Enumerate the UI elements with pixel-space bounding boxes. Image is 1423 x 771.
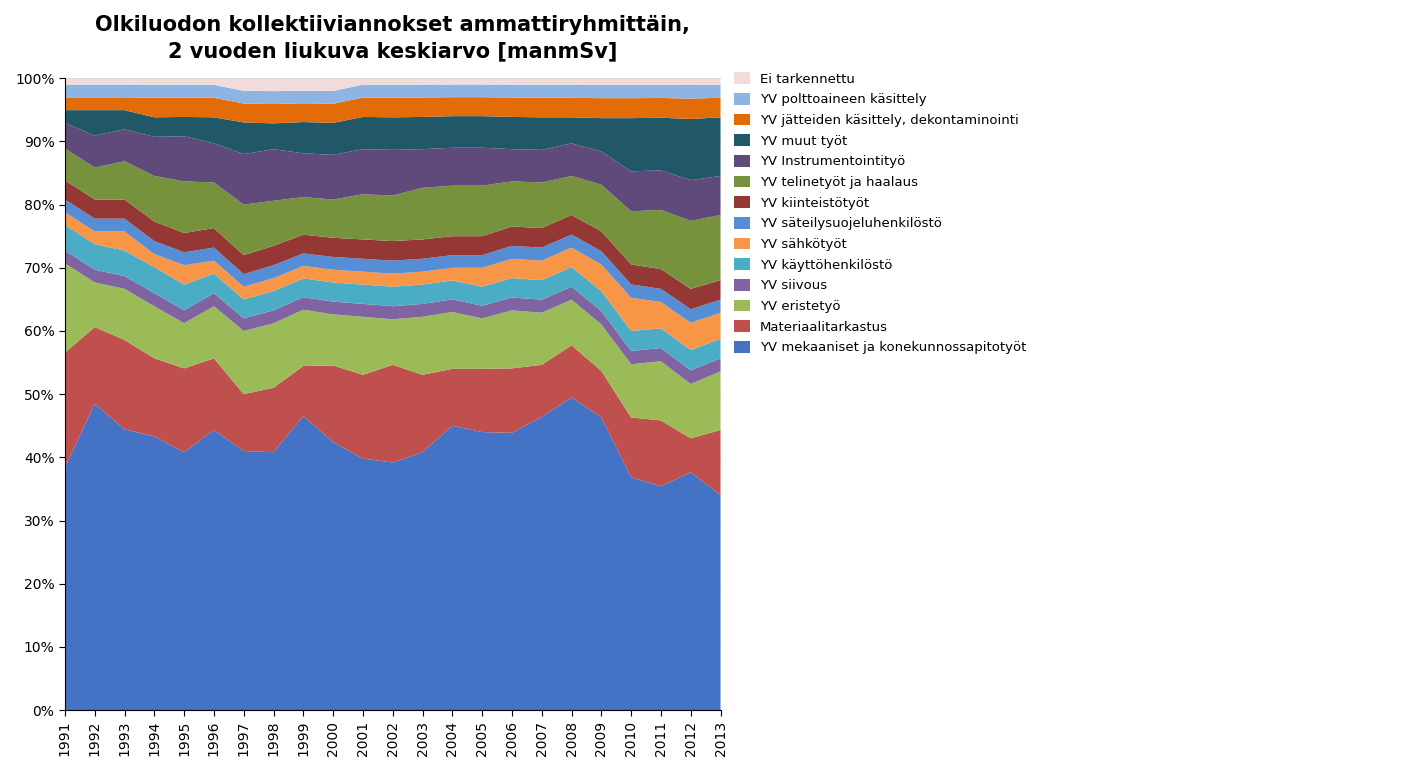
Title: Olkiluodon kollektiiviannokset ammattiryhmittäin,
2 vuoden liukuva keskiarvo [ma: Olkiluodon kollektiiviannokset ammattiry… xyxy=(95,15,690,62)
Legend: Ei tarkennettu, YV polttoaineen käsittely, YV jätteiden käsittely, dekontaminoin: Ei tarkennettu, YV polttoaineen käsittel… xyxy=(734,72,1026,355)
